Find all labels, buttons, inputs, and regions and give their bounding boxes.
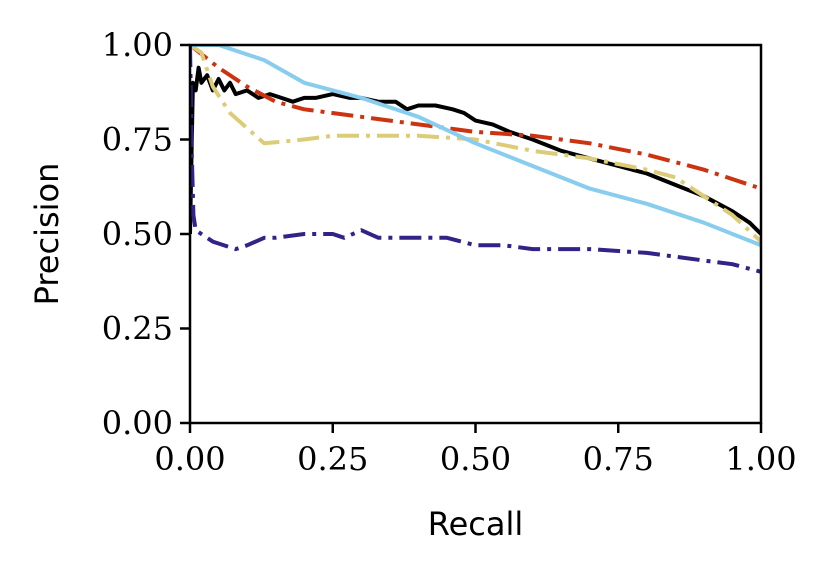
series-line-2 (190, 45, 761, 191)
x-tick-label: 0.25 (297, 440, 368, 478)
x-axis: 0.00 0.25 0.50 0.75 1.00 (154, 423, 797, 478)
x-tick-label: 0.75 (583, 440, 654, 478)
x-axis-title: Recall (428, 505, 523, 543)
x-tick-label: 0.50 (440, 440, 511, 478)
y-axis-title: Precision (28, 163, 66, 306)
series-line-4 (190, 45, 761, 248)
y-tick-label: 0.25 (102, 310, 173, 348)
y-axis: 0.00 0.25 0.50 0.75 1.00 (102, 26, 190, 442)
y-tick-label: 0.50 (102, 215, 173, 253)
series-layer (190, 45, 761, 274)
y-tick-label: 0.75 (102, 121, 173, 159)
y-tick-label: 0.00 (102, 404, 173, 442)
x-tick-label: 1.00 (725, 440, 796, 478)
series-line-5 (190, 45, 761, 274)
x-tick-label: 0.00 (154, 440, 225, 478)
series-line-3 (190, 45, 761, 244)
y-tick-label: 1.00 (102, 26, 173, 64)
